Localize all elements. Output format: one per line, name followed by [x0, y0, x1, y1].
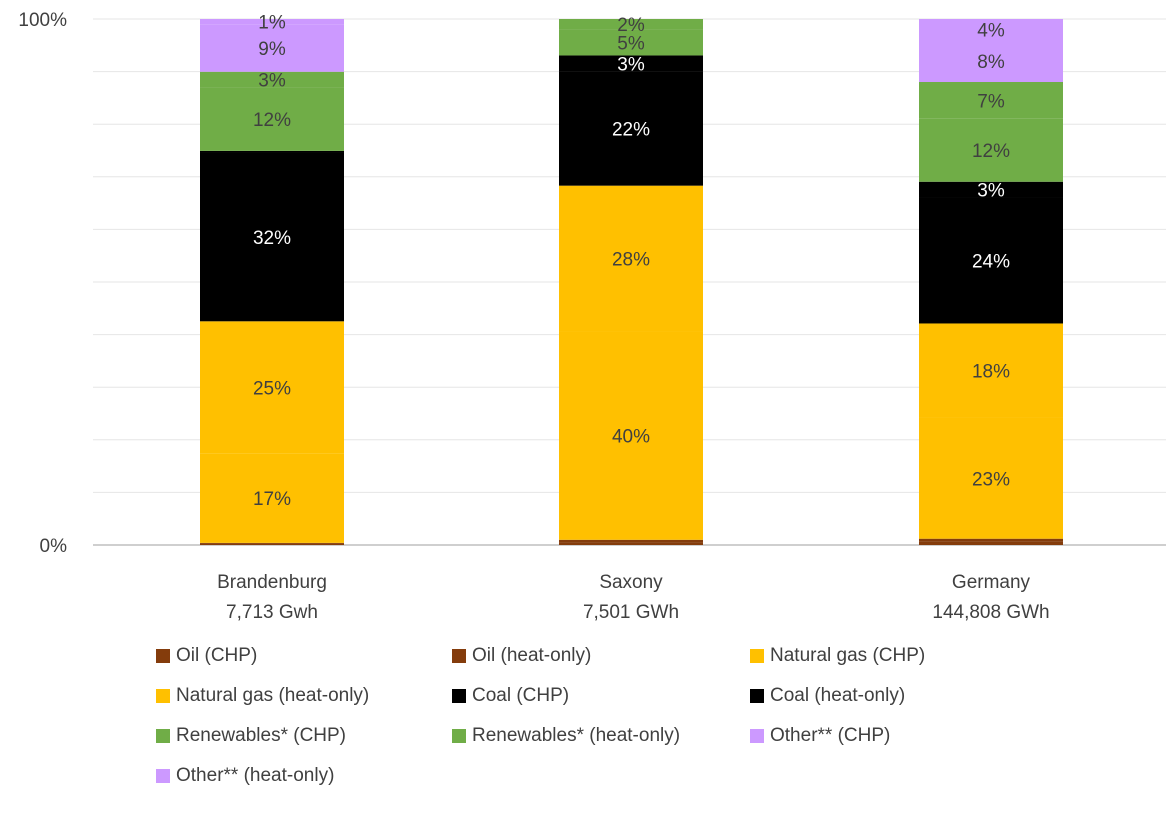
legend-swatch [452, 649, 466, 663]
data-label: 23% [972, 469, 1010, 490]
legend-label: Coal (CHP) [472, 685, 570, 706]
bar-segment [919, 19, 1063, 40]
bar-segment [559, 539, 703, 543]
bar-segment [200, 87, 344, 151]
bar-segment [200, 321, 344, 454]
data-label: 8% [977, 52, 1005, 73]
legend-swatch [156, 689, 170, 703]
bar-segment [919, 39, 1063, 82]
data-label: 3% [617, 54, 645, 75]
bar-segment [559, 71, 703, 186]
legend-swatch [156, 649, 170, 663]
category-label: Brandenburg [217, 572, 327, 593]
legend-item[interactable]: Coal (heat-only) [750, 685, 905, 707]
legend-item[interactable]: Oil (heat-only) [452, 645, 591, 667]
bar-segment [919, 81, 1063, 119]
y-tick-label: 0% [40, 536, 68, 557]
data-label: 3% [258, 71, 286, 92]
legend-label: Other** (CHP) [770, 725, 891, 746]
bar-segment [919, 541, 1063, 545]
y-tick-label: 100% [18, 10, 67, 31]
legend-swatch [452, 729, 466, 743]
legend-item[interactable]: Natural gas (heat-only) [156, 685, 369, 707]
bar-segment [200, 453, 344, 543]
data-label: 18% [972, 362, 1010, 383]
category-label: Saxony [599, 572, 663, 593]
data-label: 3% [977, 181, 1005, 202]
bar-segment [200, 542, 344, 544]
bar-segment [200, 19, 344, 25]
data-label: 9% [258, 39, 286, 60]
bar-segment [200, 24, 344, 72]
category-sublabel: 7,713 Gwh [226, 602, 318, 623]
data-label: 22% [612, 119, 650, 140]
bar-segment [919, 118, 1063, 182]
category-sublabel: 144,808 GWh [932, 602, 1049, 623]
legend-swatch [750, 689, 764, 703]
data-label: 28% [612, 250, 650, 271]
legend-swatch [750, 649, 764, 663]
data-label: 17% [253, 489, 291, 510]
bars [200, 19, 1063, 545]
bar-segment [919, 197, 1063, 324]
legend-label: Coal (heat-only) [770, 685, 906, 706]
legend-item[interactable]: Renewables* (CHP) [156, 725, 346, 747]
bar-segment [919, 181, 1063, 198]
legend-swatch [156, 769, 170, 783]
legend-item[interactable]: Other** (CHP) [750, 725, 890, 747]
data-labels: 17%25%32%12%3%9%1%40%28%22%3%5%2%23%18%2… [253, 13, 1010, 510]
data-label: 4% [977, 20, 1005, 41]
bar-segment [919, 323, 1063, 418]
legend-label: Renewables* (heat-only) [472, 725, 681, 746]
category-sublabel: 7,501 GWh [583, 602, 679, 623]
legend-item[interactable]: Other** (heat-only) [156, 765, 334, 787]
data-label: 2% [617, 15, 645, 36]
data-label: 12% [972, 141, 1010, 162]
bar-segment [559, 55, 703, 72]
legend-item[interactable]: Natural gas (CHP) [750, 645, 925, 667]
legend-item[interactable]: Renewables* (heat-only) [452, 725, 680, 747]
legend-label: Renewables* (CHP) [176, 725, 347, 746]
data-label: 25% [253, 378, 291, 399]
data-label: 12% [253, 110, 291, 131]
bar-segment [200, 152, 344, 322]
data-label: 7% [977, 91, 1005, 112]
bar-segment [200, 71, 344, 88]
bar-segment [559, 19, 703, 30]
category-labels: Brandenburg 7,713 Gwh Saxony 7,501 GWh Germa… [217, 572, 1050, 623]
legend-item[interactable]: Coal (CHP) [452, 685, 569, 707]
bar-segment [200, 543, 344, 545]
legend-label: Oil (CHP) [176, 645, 258, 666]
data-label: 1% [258, 13, 286, 34]
legend-label: Natural gas (heat-only) [176, 685, 370, 706]
bar-segment [919, 538, 1063, 542]
bar-segment [559, 542, 703, 545]
bar-segment [559, 29, 703, 56]
legend-swatch [750, 729, 764, 743]
data-label: 24% [972, 251, 1010, 272]
category-label: Germany [952, 572, 1031, 593]
legend-label: Natural gas (CHP) [770, 645, 926, 666]
data-label: 5% [617, 33, 645, 54]
bar-segment [200, 150, 344, 153]
data-label: 40% [612, 427, 650, 448]
bar-segment [919, 417, 1063, 539]
bar-segment [559, 185, 703, 332]
bar-segment [559, 331, 703, 540]
legend-swatch [156, 729, 170, 743]
legend-label: Oil (heat-only) [472, 645, 592, 666]
legend-item[interactable]: Oil (CHP) [156, 645, 257, 667]
legend-label: Other** (heat-only) [176, 765, 335, 786]
legend-swatch [452, 689, 466, 703]
data-label: 32% [253, 228, 291, 249]
